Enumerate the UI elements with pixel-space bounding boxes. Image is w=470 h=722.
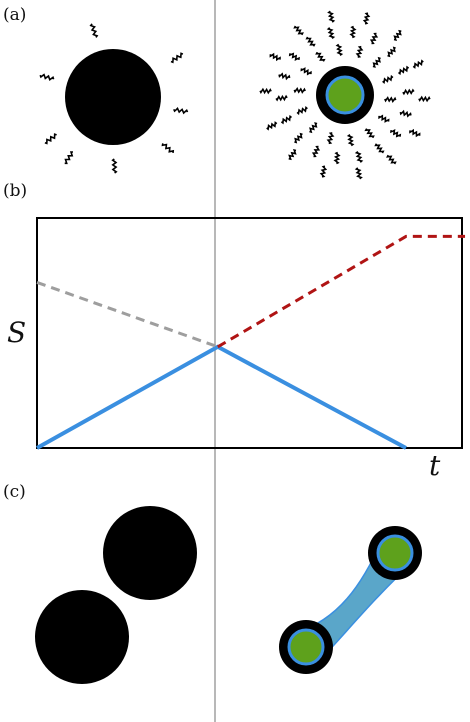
dense-ligand-squiggle-41 xyxy=(293,25,304,36)
x-axis-label: t xyxy=(429,449,441,482)
ligand-squiggle-0 xyxy=(89,23,99,38)
dense-ligand-squiggle-18 xyxy=(333,151,341,165)
ligand-squiggle-1 xyxy=(170,52,184,64)
dense-ligand-squiggle-45 xyxy=(412,59,424,69)
dense-ligand-squiggle-23 xyxy=(278,72,291,81)
large-black-particle xyxy=(65,49,161,145)
plot-series xyxy=(36,234,466,450)
black-particle-upper xyxy=(103,506,197,600)
dense-ligand-squiggle-0 xyxy=(384,96,397,104)
dense-ligand-squiggle-34 xyxy=(386,154,397,165)
dense-ligand-squiggle-44 xyxy=(393,29,402,41)
dense-ligand-squiggle-20 xyxy=(294,132,303,144)
dense-ligand-squiggle-31 xyxy=(402,88,415,96)
dense-ligand-squiggle-24 xyxy=(288,52,300,61)
dense-ligand-squiggle-22 xyxy=(275,94,288,102)
dense-ligand-squiggle-2 xyxy=(364,128,375,139)
dense-ligand-squiggle-19 xyxy=(311,145,321,158)
dense-ligand-squiggles xyxy=(259,10,431,180)
dense-ligand-squiggle-3 xyxy=(346,134,355,147)
panel-c-right-dimer xyxy=(279,526,422,674)
dense-ligand-squiggle-32 xyxy=(418,95,431,103)
dense-ligand-squiggle-10 xyxy=(335,43,344,56)
dense-ligand-squiggle-39 xyxy=(259,87,272,95)
dense-ligand-squiggle-7 xyxy=(293,86,306,94)
ligand-squiggle-7 xyxy=(64,151,74,165)
dense-ligand-squiggle-21 xyxy=(280,114,292,125)
plot-series-2-dashed xyxy=(217,234,466,349)
y-axis-label: S xyxy=(7,316,26,349)
dense-ligand-squiggle-37 xyxy=(288,149,297,161)
ligand-squiggle-3 xyxy=(161,143,175,153)
dense-ligand-squiggle-25 xyxy=(305,36,316,47)
dense-ligand-squiggle-29 xyxy=(387,46,396,58)
dense-ligand-squiggle-12 xyxy=(372,56,381,68)
panel-c-left-particles xyxy=(35,506,197,684)
dimer-upper-core xyxy=(376,534,414,572)
dense-ligand-squiggle-27 xyxy=(349,25,357,39)
panel-a-right-particle xyxy=(259,10,431,180)
ligand-squiggle-4 xyxy=(111,158,118,174)
entropy-plot: S t xyxy=(7,217,466,482)
dense-ligand-squiggle-8 xyxy=(300,67,312,76)
dense-ligand-squiggle-6 xyxy=(296,105,308,116)
dense-ligand-squiggle-42 xyxy=(327,10,336,23)
dense-ligand-squiggle-33 xyxy=(409,128,421,138)
plot-series-0-solid xyxy=(36,344,407,450)
dense-ligand-squiggle-28 xyxy=(369,32,379,45)
dense-ligand-squiggle-16 xyxy=(374,143,385,154)
dense-ligand-squiggle-17 xyxy=(354,150,364,163)
ligand-squiggle-5 xyxy=(44,133,57,145)
ligand-squiggle-6 xyxy=(39,73,55,81)
dense-ligand-squiggle-15 xyxy=(390,129,402,138)
panel-a-label: (a) xyxy=(3,5,26,25)
panel-a-left-particle xyxy=(39,23,189,174)
dense-ligand-squiggle-38 xyxy=(266,121,278,131)
dense-ligand-squiggle-40 xyxy=(269,52,281,62)
dense-ligand-squiggle-35 xyxy=(354,167,363,180)
dense-ligand-squiggle-11 xyxy=(355,45,364,58)
dense-ligand-squiggle-4 xyxy=(326,132,335,145)
panel-b-label: (b) xyxy=(3,181,27,201)
particle-green-core xyxy=(325,75,365,115)
plot-frame xyxy=(36,217,463,449)
dimer-lower-core xyxy=(287,628,325,666)
dense-ligand-squiggle-26 xyxy=(326,27,336,40)
dense-ligand-squiggle-1 xyxy=(378,114,390,123)
sparse-ligand-squiggles xyxy=(39,23,189,174)
dense-ligand-squiggle-36 xyxy=(319,165,328,178)
dense-ligand-squiggle-43 xyxy=(362,12,371,25)
panel-c-label: (c) xyxy=(3,482,26,502)
dense-ligand-squiggle-5 xyxy=(309,122,318,134)
ligand-squiggle-2 xyxy=(173,107,189,115)
dense-ligand-squiggle-30 xyxy=(398,65,410,76)
plot-series-1-dashed xyxy=(36,280,219,349)
dense-ligand-squiggle-9 xyxy=(315,51,326,62)
dense-ligand-squiggle-13 xyxy=(382,74,394,85)
black-particle-lower xyxy=(35,590,129,684)
dense-ligand-squiggle-14 xyxy=(399,109,412,118)
